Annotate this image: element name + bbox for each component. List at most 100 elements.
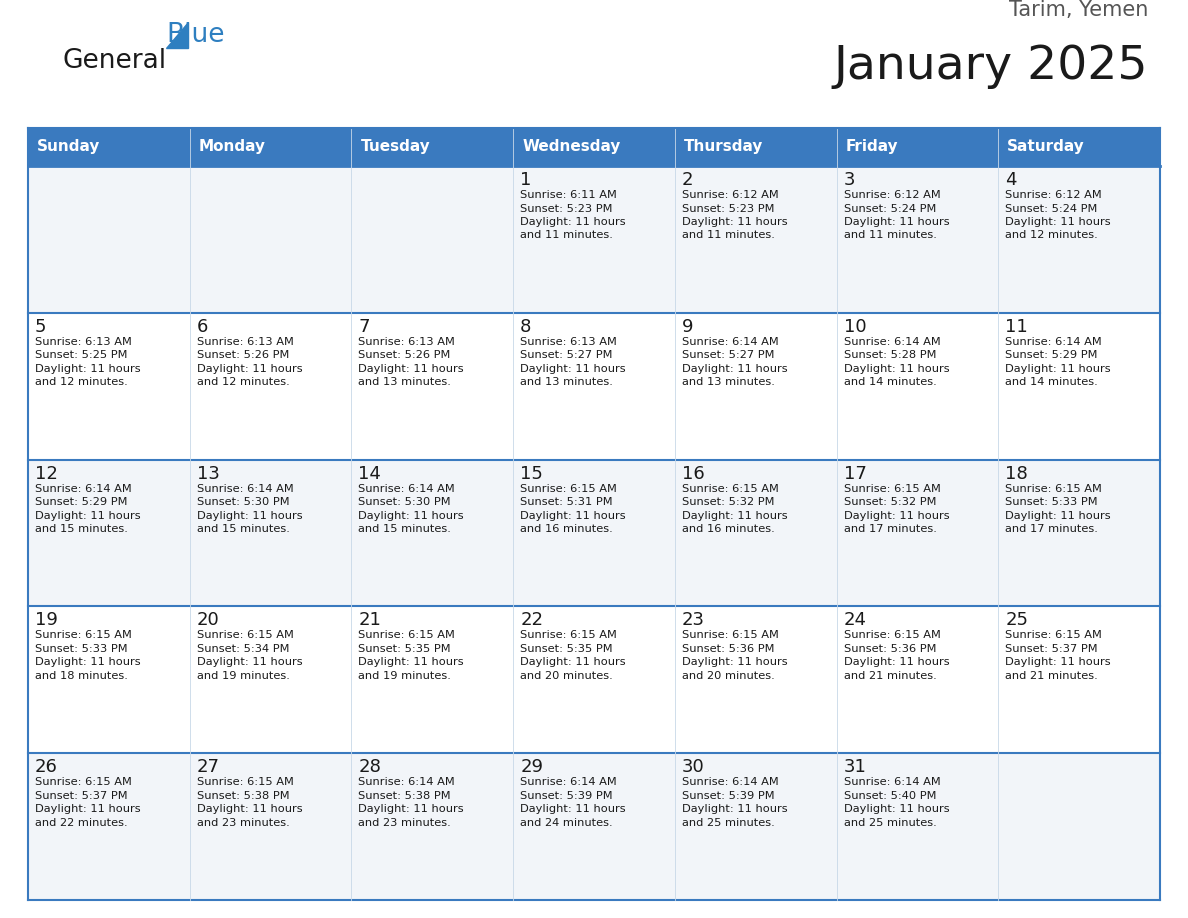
Text: and 13 minutes.: and 13 minutes. [520, 377, 613, 387]
Text: Sunrise: 6:15 AM: Sunrise: 6:15 AM [843, 484, 941, 494]
Text: Daylight: 11 hours: Daylight: 11 hours [34, 364, 140, 374]
Text: Daylight: 11 hours: Daylight: 11 hours [1005, 364, 1111, 374]
Text: 16: 16 [682, 465, 704, 483]
Text: and 11 minutes.: and 11 minutes. [843, 230, 936, 241]
Text: Sunrise: 6:12 AM: Sunrise: 6:12 AM [1005, 190, 1102, 200]
Text: 1: 1 [520, 171, 531, 189]
Text: Thursday: Thursday [684, 140, 763, 154]
Text: and 17 minutes.: and 17 minutes. [843, 524, 936, 534]
Text: 29: 29 [520, 758, 543, 777]
Text: and 21 minutes.: and 21 minutes. [843, 671, 936, 681]
Bar [998, 128, 1159, 166]
Text: Sunset: 5:27 PM: Sunset: 5:27 PM [520, 351, 613, 360]
Text: Sunrise: 6:14 AM: Sunrise: 6:14 AM [843, 337, 941, 347]
Text: Wednesday: Wednesday [523, 140, 620, 154]
Text: 4: 4 [1005, 171, 1017, 189]
Text: and 14 minutes.: and 14 minutes. [843, 377, 936, 387]
Text: Sunset: 5:32 PM: Sunset: 5:32 PM [682, 498, 775, 507]
Text: and 25 minutes.: and 25 minutes. [682, 818, 775, 828]
Text: Sunrise: 6:15 AM: Sunrise: 6:15 AM [1005, 484, 1102, 494]
Text: Sunrise: 6:13 AM: Sunrise: 6:13 AM [359, 337, 455, 347]
Text: Sunrise: 6:14 AM: Sunrise: 6:14 AM [197, 484, 293, 494]
Text: Sunset: 5:29 PM: Sunset: 5:29 PM [34, 498, 127, 507]
Text: Sunrise: 6:13 AM: Sunrise: 6:13 AM [197, 337, 293, 347]
Bar [190, 128, 352, 166]
Text: Daylight: 11 hours: Daylight: 11 hours [1005, 510, 1111, 521]
Text: General: General [62, 48, 166, 74]
Text: and 22 minutes.: and 22 minutes. [34, 818, 127, 828]
Text: Daylight: 11 hours: Daylight: 11 hours [843, 364, 949, 374]
Bar [29, 313, 1159, 460]
Text: 11: 11 [1005, 318, 1028, 336]
Text: Sunrise: 6:13 AM: Sunrise: 6:13 AM [520, 337, 617, 347]
Text: Sunset: 5:33 PM: Sunset: 5:33 PM [1005, 498, 1098, 507]
Text: and 13 minutes.: and 13 minutes. [359, 377, 451, 387]
Text: Daylight: 11 hours: Daylight: 11 hours [843, 217, 949, 227]
Text: Tarim, Yemen: Tarim, Yemen [1009, 0, 1148, 20]
Text: Sunset: 5:27 PM: Sunset: 5:27 PM [682, 351, 775, 360]
Text: Sunrise: 6:15 AM: Sunrise: 6:15 AM [1005, 631, 1102, 641]
Text: Daylight: 11 hours: Daylight: 11 hours [34, 510, 140, 521]
Text: Sunrise: 6:14 AM: Sunrise: 6:14 AM [682, 778, 778, 788]
Text: Daylight: 11 hours: Daylight: 11 hours [520, 804, 626, 814]
Text: Daylight: 11 hours: Daylight: 11 hours [197, 804, 302, 814]
Text: and 11 minutes.: and 11 minutes. [682, 230, 775, 241]
Text: Daylight: 11 hours: Daylight: 11 hours [197, 364, 302, 374]
Text: 28: 28 [359, 758, 381, 777]
Bar [836, 128, 998, 166]
Text: Daylight: 11 hours: Daylight: 11 hours [1005, 657, 1111, 667]
Text: Sunset: 5:25 PM: Sunset: 5:25 PM [34, 351, 127, 360]
Text: and 12 minutes.: and 12 minutes. [197, 377, 290, 387]
Text: Sunset: 5:26 PM: Sunset: 5:26 PM [359, 351, 450, 360]
Text: 10: 10 [843, 318, 866, 336]
Text: 17: 17 [843, 465, 866, 483]
Text: and 17 minutes.: and 17 minutes. [1005, 524, 1098, 534]
Text: Sunrise: 6:15 AM: Sunrise: 6:15 AM [197, 631, 293, 641]
Text: 15: 15 [520, 465, 543, 483]
Bar [675, 128, 836, 166]
Text: 26: 26 [34, 758, 58, 777]
Text: Sunrise: 6:14 AM: Sunrise: 6:14 AM [843, 778, 941, 788]
Text: Saturday: Saturday [1007, 140, 1085, 154]
Text: 27: 27 [197, 758, 220, 777]
Text: Sunset: 5:36 PM: Sunset: 5:36 PM [682, 644, 775, 654]
Text: Sunset: 5:31 PM: Sunset: 5:31 PM [520, 498, 613, 507]
Bar [352, 128, 513, 166]
Text: 8: 8 [520, 318, 531, 336]
Text: Daylight: 11 hours: Daylight: 11 hours [682, 804, 788, 814]
Text: Sunset: 5:32 PM: Sunset: 5:32 PM [843, 498, 936, 507]
Text: Sunset: 5:35 PM: Sunset: 5:35 PM [520, 644, 613, 654]
Text: Sunset: 5:26 PM: Sunset: 5:26 PM [197, 351, 289, 360]
Text: 7: 7 [359, 318, 369, 336]
Text: 5: 5 [34, 318, 46, 336]
Text: Daylight: 11 hours: Daylight: 11 hours [682, 510, 788, 521]
Text: 2: 2 [682, 171, 694, 189]
Text: Sunset: 5:30 PM: Sunset: 5:30 PM [359, 498, 451, 507]
Text: Sunrise: 6:12 AM: Sunrise: 6:12 AM [843, 190, 941, 200]
Text: Sunset: 5:23 PM: Sunset: 5:23 PM [520, 204, 613, 214]
Text: Sunset: 5:38 PM: Sunset: 5:38 PM [197, 790, 290, 800]
Text: Daylight: 11 hours: Daylight: 11 hours [682, 217, 788, 227]
Text: Sunset: 5:39 PM: Sunset: 5:39 PM [682, 790, 775, 800]
Text: and 12 minutes.: and 12 minutes. [34, 377, 128, 387]
Text: 20: 20 [197, 611, 220, 630]
Text: Sunrise: 6:14 AM: Sunrise: 6:14 AM [1005, 337, 1102, 347]
Text: Sunrise: 6:15 AM: Sunrise: 6:15 AM [34, 631, 132, 641]
Text: and 19 minutes.: and 19 minutes. [197, 671, 290, 681]
Text: Sunday: Sunday [37, 140, 100, 154]
Text: Daylight: 11 hours: Daylight: 11 hours [520, 217, 626, 227]
Text: Daylight: 11 hours: Daylight: 11 hours [520, 364, 626, 374]
Text: Blue: Blue [166, 22, 225, 48]
Text: Daylight: 11 hours: Daylight: 11 hours [197, 657, 302, 667]
Text: Daylight: 11 hours: Daylight: 11 hours [359, 364, 465, 374]
Text: Sunrise: 6:14 AM: Sunrise: 6:14 AM [520, 778, 617, 788]
Text: Sunrise: 6:15 AM: Sunrise: 6:15 AM [843, 631, 941, 641]
Text: Sunset: 5:28 PM: Sunset: 5:28 PM [843, 351, 936, 360]
Text: Daylight: 11 hours: Daylight: 11 hours [682, 364, 788, 374]
Text: 30: 30 [682, 758, 704, 777]
Text: 23: 23 [682, 611, 704, 630]
Text: Sunrise: 6:15 AM: Sunrise: 6:15 AM [682, 631, 778, 641]
Text: 18: 18 [1005, 465, 1028, 483]
Text: Daylight: 11 hours: Daylight: 11 hours [359, 657, 465, 667]
Text: Sunrise: 6:15 AM: Sunrise: 6:15 AM [682, 484, 778, 494]
